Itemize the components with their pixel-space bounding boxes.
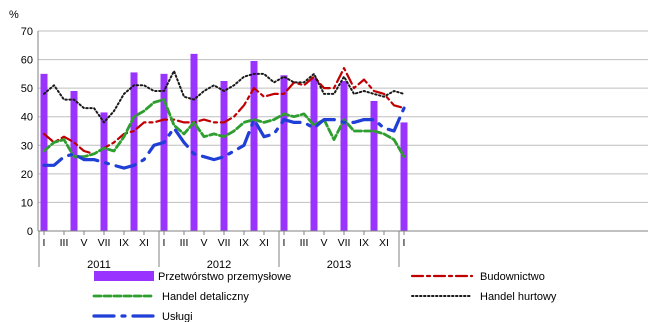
x-tick-label: XI bbox=[139, 237, 149, 249]
bar-2012-10 bbox=[250, 61, 258, 231]
line-series-2 bbox=[42, 98, 406, 159]
legend-item: Usługi bbox=[92, 311, 193, 322]
bar-2013-10 bbox=[370, 101, 378, 231]
x-tick-label: I bbox=[43, 237, 46, 249]
y-tick-label: 50 bbox=[21, 83, 33, 95]
year-label: 2012 bbox=[207, 259, 231, 271]
x-tick-label: XI bbox=[259, 237, 269, 249]
bar-2011-04 bbox=[70, 91, 78, 231]
bar-2012-01 bbox=[160, 73, 168, 231]
y-tick-label: 30 bbox=[21, 140, 33, 152]
x-tick-label: V bbox=[200, 237, 207, 249]
line-series-1 bbox=[43, 70, 405, 124]
x-tick-label: III bbox=[300, 237, 309, 249]
bar-2014-01 bbox=[400, 122, 408, 231]
legend-label: Usługi bbox=[162, 311, 193, 322]
bar-2012-07 bbox=[220, 81, 228, 231]
x-tick-label: I bbox=[283, 237, 286, 249]
x-tick-label: V bbox=[320, 237, 327, 249]
y-tick-label: 60 bbox=[21, 55, 33, 67]
bar-2011-10 bbox=[130, 72, 138, 231]
legend-item: Przetwórstwo przemysłowe bbox=[94, 271, 291, 283]
x-tick-label: III bbox=[180, 237, 189, 249]
x-tick-label: V bbox=[80, 237, 87, 249]
x-tick-label: III bbox=[60, 237, 69, 249]
x-tick-label: IX bbox=[119, 237, 129, 249]
bar-2012-04 bbox=[190, 53, 198, 231]
legend-item: Budownictwo bbox=[410, 271, 545, 283]
bar-2011-07 bbox=[100, 112, 108, 231]
legend-label: Przetwórstwo przemysłowe bbox=[158, 271, 291, 283]
bar-2013-04 bbox=[310, 78, 318, 232]
legend: Przetwórstwo przemysłowe Budownictwo Hande… bbox=[92, 271, 557, 322]
year-label: 2011 bbox=[87, 259, 111, 271]
line-series bbox=[42, 66, 406, 170]
y-tick-label: 0 bbox=[27, 226, 33, 238]
y-tick-label: 10 bbox=[21, 197, 33, 209]
y-unit-label: % bbox=[9, 9, 19, 21]
year-label: 2013 bbox=[327, 259, 351, 271]
x-axis: I III V VII IX XI I III V VII IX XI I III V VII IX XI I201… bbox=[38, 230, 648, 271]
legend-item: Handel detaliczny bbox=[92, 291, 249, 303]
x-tick-label: VII bbox=[338, 237, 351, 249]
legend-item: Handel hurtowy bbox=[411, 291, 557, 303]
x-tick-label: VII bbox=[218, 237, 231, 249]
legend-label: Budownictwo bbox=[480, 271, 545, 283]
legend-label: Handel hurtowy bbox=[480, 291, 557, 303]
x-tick-label: I bbox=[163, 237, 166, 249]
x-tick-label: XI bbox=[379, 237, 389, 249]
x-tick-label: IX bbox=[359, 237, 369, 249]
bar-series bbox=[40, 53, 408, 232]
bar-2013-07 bbox=[340, 81, 348, 231]
legend-swatch bbox=[94, 271, 154, 281]
x-tick-label: I bbox=[403, 237, 406, 249]
y-axis: % 0 10 20 30 40 50 60 70 bbox=[9, 9, 39, 238]
y-tick-label: 40 bbox=[21, 112, 33, 124]
legend-label: Handel detaliczny bbox=[162, 291, 249, 303]
x-tick-label: IX bbox=[239, 237, 249, 249]
x-tick-label: VII bbox=[98, 237, 111, 249]
y-tick-label: 70 bbox=[21, 26, 33, 38]
line-series-3 bbox=[42, 106, 406, 170]
y-tick-label: 20 bbox=[21, 169, 33, 181]
bar-2013-01 bbox=[280, 75, 288, 232]
bar-2011-01 bbox=[40, 73, 48, 231]
